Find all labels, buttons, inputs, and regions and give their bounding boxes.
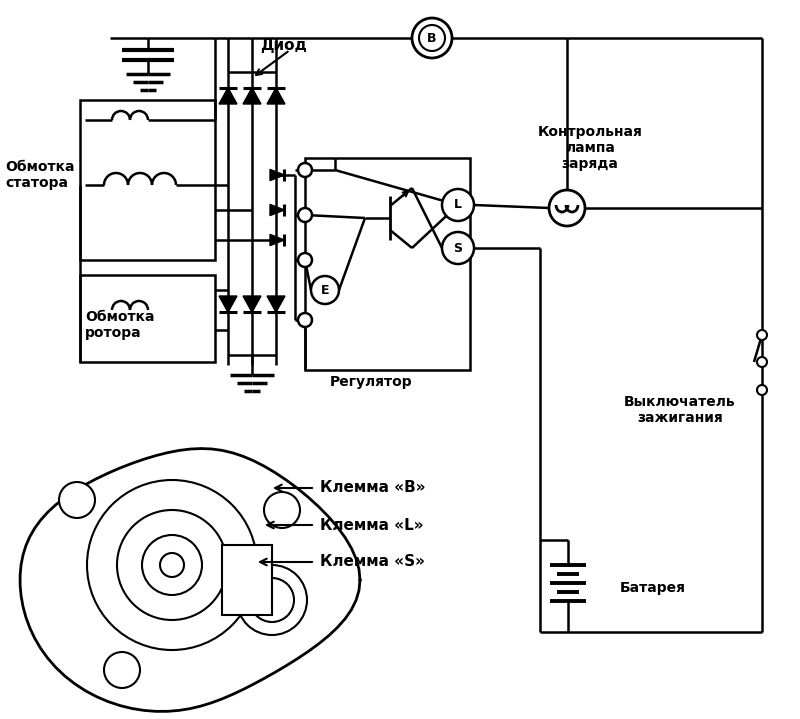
Circle shape — [59, 482, 95, 518]
Text: B: B — [427, 32, 437, 45]
Circle shape — [142, 535, 202, 595]
Text: Обмотка
ротора: Обмотка ротора — [85, 310, 154, 340]
Bar — [80, 275, 215, 362]
Polygon shape — [267, 296, 285, 312]
Text: E: E — [321, 283, 330, 296]
Circle shape — [419, 25, 445, 51]
Circle shape — [160, 553, 184, 577]
Polygon shape — [219, 88, 237, 104]
Bar — [305, 158, 470, 370]
Bar — [80, 100, 215, 260]
Circle shape — [549, 190, 585, 226]
Polygon shape — [243, 88, 261, 104]
Polygon shape — [219, 296, 237, 312]
Circle shape — [442, 232, 474, 264]
Circle shape — [412, 18, 452, 58]
Text: Регулятор: Регулятор — [330, 375, 413, 389]
Text: Диод: Диод — [260, 38, 307, 53]
Circle shape — [237, 565, 307, 635]
Circle shape — [298, 253, 312, 267]
Text: Батарея: Батарея — [620, 581, 686, 595]
Polygon shape — [243, 296, 261, 312]
Text: Клемма «L»: Клемма «L» — [320, 518, 423, 533]
Circle shape — [311, 276, 339, 304]
Circle shape — [298, 208, 312, 222]
Circle shape — [757, 357, 767, 367]
Bar — [222, 545, 272, 615]
Circle shape — [442, 189, 474, 221]
Polygon shape — [270, 204, 285, 216]
Text: Клемма «S»: Клемма «S» — [320, 554, 425, 569]
Circle shape — [104, 652, 140, 688]
Circle shape — [757, 385, 767, 395]
Text: Обмотка
статора: Обмотка статора — [5, 160, 74, 190]
Circle shape — [117, 510, 227, 620]
Polygon shape — [20, 449, 360, 711]
Circle shape — [298, 163, 312, 177]
Circle shape — [298, 313, 312, 327]
Polygon shape — [267, 88, 285, 104]
Polygon shape — [270, 234, 285, 246]
Text: S: S — [454, 242, 462, 255]
Polygon shape — [270, 170, 285, 180]
Circle shape — [87, 480, 257, 650]
Text: Клемма «B»: Клемма «B» — [320, 480, 426, 495]
Text: L: L — [454, 198, 462, 211]
Circle shape — [757, 330, 767, 340]
Text: Контрольная
лампа
заряда: Контрольная лампа заряда — [538, 125, 642, 171]
Circle shape — [250, 578, 294, 622]
Text: Выключатель
зажигания: Выключатель зажигания — [624, 395, 736, 425]
Circle shape — [264, 492, 300, 528]
